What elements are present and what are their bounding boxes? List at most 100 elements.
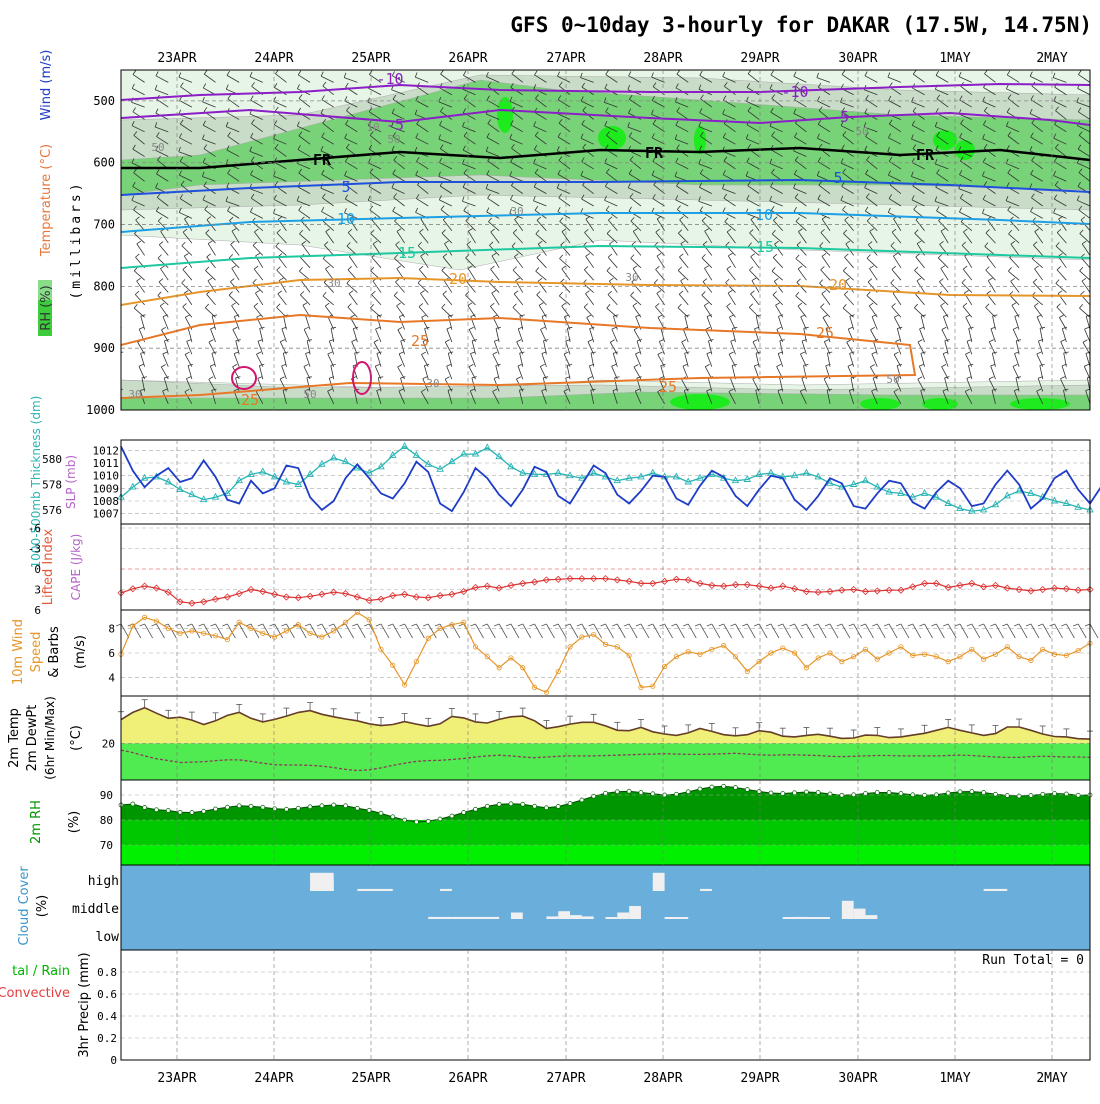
wind-barb <box>511 110 524 120</box>
contour-label: 25 <box>411 332 429 350</box>
wind-barb <box>840 101 854 108</box>
li-point <box>188 599 196 607</box>
wind-barb-flag <box>1029 183 1033 189</box>
surface-wind-barb-flag <box>860 623 866 627</box>
wind-barb <box>938 257 949 269</box>
wind-barb <box>723 197 736 207</box>
wind-barb <box>1010 243 1020 256</box>
surface-wind-barb <box>876 623 886 639</box>
wind-barb <box>604 199 618 207</box>
li-point <box>235 590 243 598</box>
wind-barb-flag <box>533 195 536 201</box>
wind-barb-flag <box>297 70 302 76</box>
wind-barb <box>121 118 122 120</box>
wind-barb-flag <box>160 302 165 307</box>
wind-speed-point <box>520 665 526 671</box>
surface-wind-barb-flag <box>765 623 772 627</box>
wind-barb-flag <box>320 108 324 114</box>
rh-point <box>626 788 632 794</box>
wind-barb <box>439 87 453 96</box>
wind-barb <box>817 198 831 207</box>
wind-barb-flag <box>1030 132 1034 138</box>
wind-barb-flag <box>1078 205 1083 211</box>
wind-barb-flag <box>960 156 964 162</box>
wind-barb-flag <box>849 314 855 317</box>
wind-barb-flag <box>492 314 498 318</box>
li-point <box>696 579 704 587</box>
wind-barb <box>942 390 949 404</box>
wind-barb-flag <box>770 107 774 113</box>
wind-barb-flag <box>296 121 300 127</box>
wind-barb-flag <box>321 95 325 100</box>
wind-barb-flag <box>679 216 684 221</box>
wind-barb <box>210 328 216 343</box>
wind-barb-flag <box>422 376 428 379</box>
wind-barb <box>398 353 405 367</box>
wind-barb-flag <box>682 363 688 367</box>
wind-barb <box>321 136 334 145</box>
wind-barb <box>416 86 429 96</box>
cloud-bar-middle <box>629 906 641 919</box>
wind-barb-flag <box>297 107 301 113</box>
wind-barb-flag <box>961 241 966 246</box>
thickness-point <box>530 469 539 477</box>
contour-label: 20 <box>829 276 847 294</box>
wind-barb <box>700 98 713 108</box>
wind-barb <box>1033 244 1044 256</box>
wind-barb <box>702 281 713 293</box>
wind-barb <box>1081 243 1090 256</box>
surface-wind-barb <box>557 623 567 639</box>
wind-barb-flag <box>493 376 499 379</box>
wind-barb-flag <box>346 106 350 111</box>
wind-barb <box>370 233 382 244</box>
wind-barb <box>234 316 240 330</box>
run-total-label: Run Total = 0 <box>982 953 1084 968</box>
rh-point <box>213 806 218 812</box>
wind-barb <box>795 258 807 269</box>
surface-wind-barb <box>179 623 189 639</box>
wind-speed-point <box>910 652 916 659</box>
wind-barb-flag <box>604 83 608 89</box>
wind-barb <box>512 269 524 281</box>
wind-barb-flag <box>867 278 873 283</box>
wind-barb-flag <box>1008 229 1013 235</box>
wind-barb <box>1055 283 1067 293</box>
wind-barb-flag <box>1053 133 1057 139</box>
wind-barb-flag <box>633 364 639 368</box>
wind-barb-flag <box>777 388 783 392</box>
wind-barb-flag <box>1055 143 1059 149</box>
wind-barb-flag <box>722 207 726 213</box>
wind-barb <box>156 210 169 219</box>
wind-barb <box>820 232 831 244</box>
wind-speed-point <box>425 635 431 641</box>
wind-barb-flag <box>370 304 374 309</box>
rh-point <box>567 801 573 806</box>
wind-barb-flag <box>795 254 800 259</box>
date-label-top: 24APR <box>254 51 293 66</box>
wind-barb-flag <box>895 339 901 342</box>
wind-barb-flag <box>990 326 996 330</box>
wind-barb <box>541 353 547 367</box>
wind-barb <box>415 174 429 182</box>
wind-barb-flag <box>887 170 891 176</box>
rh-point <box>236 803 242 809</box>
li-point <box>649 579 657 587</box>
li-axis-label: Lifted Index <box>41 528 56 605</box>
wind-barb <box>252 282 264 293</box>
wind-barb-flag <box>632 302 638 307</box>
li-point <box>932 579 940 587</box>
contour-label: -5 <box>386 116 404 134</box>
precip-tick-label: 0.4 <box>97 1010 117 1023</box>
wind-barb-flag <box>184 351 190 355</box>
wind-barb <box>226 112 240 120</box>
wind-barb <box>486 174 500 182</box>
wind-barb <box>442 293 453 306</box>
wind-barb-flag <box>325 265 330 270</box>
surface-wind-barb-flag <box>895 623 902 627</box>
wind-barb <box>1060 341 1067 355</box>
wind-barb <box>369 209 382 219</box>
wind-barb-flag <box>421 351 427 355</box>
wind-barb-flag <box>1038 339 1044 342</box>
wind-barb-flag <box>203 107 208 112</box>
